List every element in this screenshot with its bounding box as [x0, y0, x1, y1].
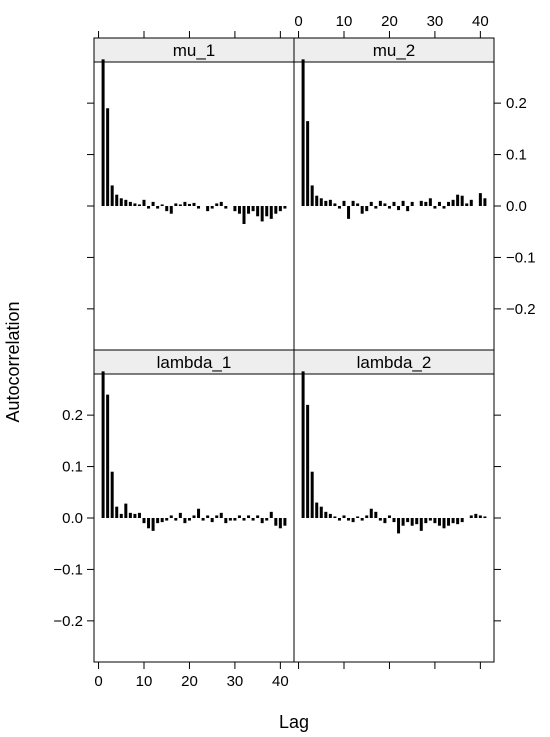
bar-series [101, 59, 287, 224]
panel-strip [293, 37, 495, 63]
x-axis-title: Lag [279, 712, 309, 732]
y-axis-left: −0.2 −0.1 0.0 0.1 0.2 [53, 407, 94, 630]
x-axis-bottom: 0 10 20 30 40 [94, 662, 289, 690]
y-tick-label: 0.1 [62, 459, 83, 476]
y-tick-label: 0.2 [62, 407, 83, 424]
y-axis-right [494, 414, 501, 622]
y-tick-label: −0.1 [506, 249, 536, 266]
x-tick-label: 10 [136, 673, 153, 690]
y-axis-left [87, 102, 94, 310]
y-tick-label: 0.2 [506, 95, 527, 112]
bar-series [301, 371, 487, 534]
panel-strip-label: mu_1 [173, 41, 216, 60]
x-tick-label: 30 [427, 13, 444, 30]
x-tick-label: 20 [181, 673, 198, 690]
panel-strip [293, 349, 495, 375]
x-tick-label: 30 [227, 673, 244, 690]
panel-lambda-1: lambda_1 [93, 349, 295, 663]
panel-strip [93, 37, 295, 63]
panel-strip-label: mu_2 [373, 41, 416, 60]
y-tick-label: 0.1 [506, 147, 527, 164]
x-tick-label: 0 [294, 13, 302, 30]
x-tick-label: 20 [381, 13, 398, 30]
y-axis-right: −0.2 −0.1 0.0 0.1 0.2 [494, 95, 536, 318]
bar-series [301, 59, 487, 219]
panel-mu-2: mu_2 [293, 37, 495, 351]
x-axis-bottom [298, 662, 481, 669]
y-tick-label: 0.0 [62, 510, 83, 527]
x-tick-label: 0 [94, 673, 102, 690]
y-tick-label: −0.1 [53, 561, 83, 578]
y-axis-title: Autocorrelation [3, 301, 23, 422]
panel-lambda-2: lambda_2 [293, 349, 495, 663]
axes-layer: 0 10 20 30 400 10 20 30 40−0.2−0.10.00.10.2−0.2−… [53, 13, 535, 690]
x-tick-label: 40 [272, 673, 289, 690]
panel-mu-1: mu_1 [93, 37, 295, 351]
x-tick-label: 10 [336, 13, 353, 30]
x-axis-top: 0 10 20 30 40 [294, 13, 489, 38]
y-tick-label: −0.2 [506, 301, 536, 318]
y-tick-label: 0.0 [506, 198, 527, 215]
x-axis-top [98, 31, 281, 38]
panel-strip-label: lambda_2 [357, 353, 432, 372]
y-tick-label: −0.2 [53, 613, 83, 630]
x-tick-label: 40 [472, 13, 489, 30]
bar-series [101, 371, 287, 531]
panels-layer: mu_1 mu_2 lambda_1 lambda_2 [93, 37, 495, 663]
panel-strip-label: lambda_1 [157, 353, 232, 372]
